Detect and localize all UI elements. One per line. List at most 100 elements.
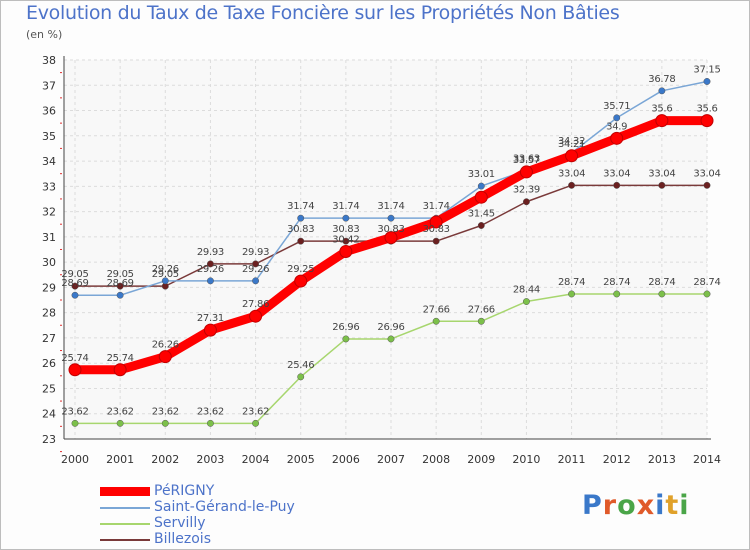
data-point xyxy=(249,309,263,323)
data-label: 33.01 xyxy=(468,169,495,180)
legend-item: PéRIGNY xyxy=(100,483,360,500)
legend-label: PéRIGNY xyxy=(154,483,215,499)
data-point xyxy=(342,335,350,343)
data-point xyxy=(342,214,350,222)
y-tick-label: 24 xyxy=(42,408,56,421)
data-label: 27.66 xyxy=(423,304,450,315)
data-label: 30.83 xyxy=(423,224,450,235)
data-point xyxy=(71,291,79,299)
x-tick-label: 2007 xyxy=(377,453,405,466)
data-label: 35.71 xyxy=(603,101,630,112)
data-point xyxy=(613,114,621,122)
y-tick-label: 36 xyxy=(42,105,56,118)
data-point xyxy=(429,215,443,229)
x-tick-label: 2000 xyxy=(61,453,89,466)
data-label: 26.26 xyxy=(152,340,179,351)
data-label: 35.6 xyxy=(696,104,717,115)
data-point xyxy=(342,237,350,245)
data-label: 34.9 xyxy=(606,121,627,132)
data-label: 27.31 xyxy=(197,313,224,324)
y-tick-label: 26 xyxy=(42,357,56,370)
logo-letter: i xyxy=(655,490,666,521)
data-label: 29.26 xyxy=(197,264,224,275)
x-axis-ticks: 2000 2001 2002 2003 2004 2005 2006 2007 2008 2009… xyxy=(61,453,721,466)
data-label: 28.69 xyxy=(107,278,134,289)
data-label: 26.96 xyxy=(332,322,359,333)
legend-item: Servilly xyxy=(100,515,360,532)
data-point xyxy=(206,260,214,268)
data-point xyxy=(71,419,79,427)
data-point xyxy=(568,181,576,189)
data-point xyxy=(613,181,621,189)
data-label: 30.83 xyxy=(332,224,359,235)
legend-swatch xyxy=(100,539,150,541)
data-label: 31.45 xyxy=(468,208,495,219)
logo-letter: r xyxy=(602,490,618,521)
y-tick-label: 37 xyxy=(42,79,56,92)
x-tick-label: 2012 xyxy=(603,453,631,466)
y-tick-label: 34 xyxy=(42,155,56,168)
data-point xyxy=(703,181,711,189)
data-labels: 25.74 25.74 26.26 27.31 27.86 29.25 30.42 33.57… xyxy=(61,64,720,417)
data-label: 34.21 xyxy=(558,139,585,150)
data-point xyxy=(477,222,485,229)
y-tick-label: 27 xyxy=(42,332,56,345)
legend-item: Billezois xyxy=(100,531,360,548)
data-point xyxy=(206,419,214,427)
y-tick-label: 33 xyxy=(42,180,56,193)
data-label: 33.63 xyxy=(513,153,540,164)
data-point xyxy=(161,419,169,427)
x-tick-label: 2010 xyxy=(512,453,540,466)
data-label: 28.74 xyxy=(558,277,585,288)
proxiti-logo: Proxiti xyxy=(582,490,690,521)
data-label: 25.46 xyxy=(287,360,314,371)
data-point xyxy=(474,190,488,204)
data-label: 37.15 xyxy=(693,64,720,75)
data-label: 33.04 xyxy=(648,168,675,179)
data-label: 29.26 xyxy=(152,264,179,275)
data-label: 29.93 xyxy=(242,247,269,258)
data-point xyxy=(113,363,127,377)
legend-label: Servilly xyxy=(154,515,206,531)
data-point xyxy=(116,419,124,427)
data-label: 31.74 xyxy=(332,201,359,212)
data-point xyxy=(252,277,260,285)
data-point xyxy=(297,373,305,381)
data-point xyxy=(161,277,169,285)
x-tick-label: 2002 xyxy=(151,453,179,466)
logo-letter: i xyxy=(679,490,690,521)
logo-letter: o xyxy=(617,490,637,521)
data-point xyxy=(206,277,214,285)
x-tick-label: 2011 xyxy=(558,453,586,466)
data-point xyxy=(68,363,82,377)
data-point xyxy=(658,290,666,298)
legend-swatch xyxy=(100,487,150,496)
data-point xyxy=(522,298,530,305)
chart-title: Evolution du Taux de Taxe Foncière sur l… xyxy=(26,2,620,24)
data-label: 25.74 xyxy=(61,353,88,364)
data-label: 29.26 xyxy=(242,264,269,275)
data-label: 29.05 xyxy=(152,269,179,280)
data-label: 29.25 xyxy=(287,264,314,275)
legend-label: Billezois xyxy=(154,531,211,547)
x-tick-label: 2014 xyxy=(693,453,721,466)
x-tick-label: 2006 xyxy=(332,453,360,466)
x-tick-label: 2003 xyxy=(196,453,224,466)
data-label: 32.39 xyxy=(513,185,540,196)
legend-item: Saint-Gérand-le-Puy xyxy=(100,499,360,516)
plot-area xyxy=(64,60,707,439)
data-label: 29.05 xyxy=(61,269,88,280)
data-point xyxy=(203,323,217,337)
data-label: 31.74 xyxy=(287,201,314,212)
data-point xyxy=(703,78,711,85)
data-label: 30.83 xyxy=(287,224,314,235)
data-point xyxy=(252,419,260,427)
data-point xyxy=(252,260,260,268)
data-label: 23.62 xyxy=(107,406,134,417)
y-tick-label: 35 xyxy=(42,130,56,143)
data-point xyxy=(658,87,666,95)
data-point xyxy=(297,214,305,222)
x-tick-label: 2001 xyxy=(106,453,134,466)
legend: PéRIGNY Saint-Gérand-le-Puy Servilly Billez… xyxy=(100,483,360,548)
data-label: 33.04 xyxy=(693,168,720,179)
